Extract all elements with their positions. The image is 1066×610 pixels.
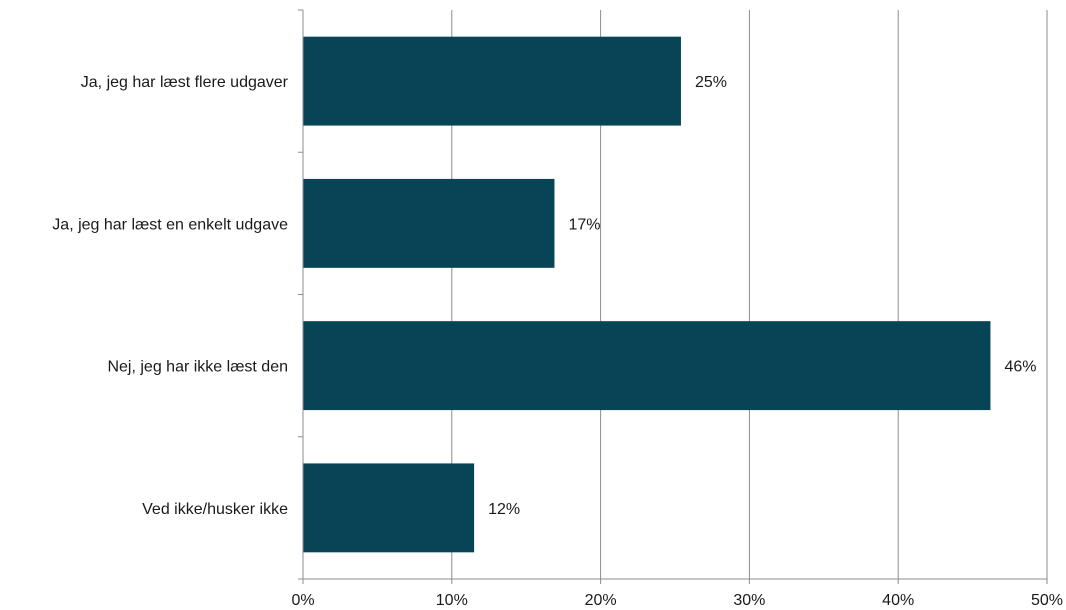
x-tick-label: 30% — [733, 592, 765, 609]
bar — [303, 36, 681, 126]
x-tick-label: 50% — [1031, 592, 1063, 609]
data-label: 25% — [695, 74, 727, 91]
category-label: Ja, jeg har læst en enkelt udgave — [52, 216, 288, 233]
axes — [298, 9, 1048, 584]
bar — [303, 321, 991, 411]
data-label: 12% — [488, 501, 520, 518]
category-label: Nej, jeg har ikke læst den — [107, 359, 288, 376]
bar — [303, 178, 555, 268]
x-tick-label: 0% — [291, 592, 314, 609]
x-tick-label: 20% — [585, 592, 617, 609]
data-label: 46% — [1004, 359, 1036, 376]
x-tick-label: 10% — [436, 592, 468, 609]
labels: 25% Ja, jeg har læst flere udgaver 17% Ja, … — [52, 74, 1063, 609]
data-label: 17% — [568, 216, 600, 233]
category-label: Ja, jeg har læst flere udgaver — [81, 74, 289, 91]
x-tick-label: 40% — [882, 592, 914, 609]
category-label: Ved ikke/husker ikke — [142, 501, 288, 518]
bar — [303, 463, 475, 553]
bars — [303, 36, 991, 553]
